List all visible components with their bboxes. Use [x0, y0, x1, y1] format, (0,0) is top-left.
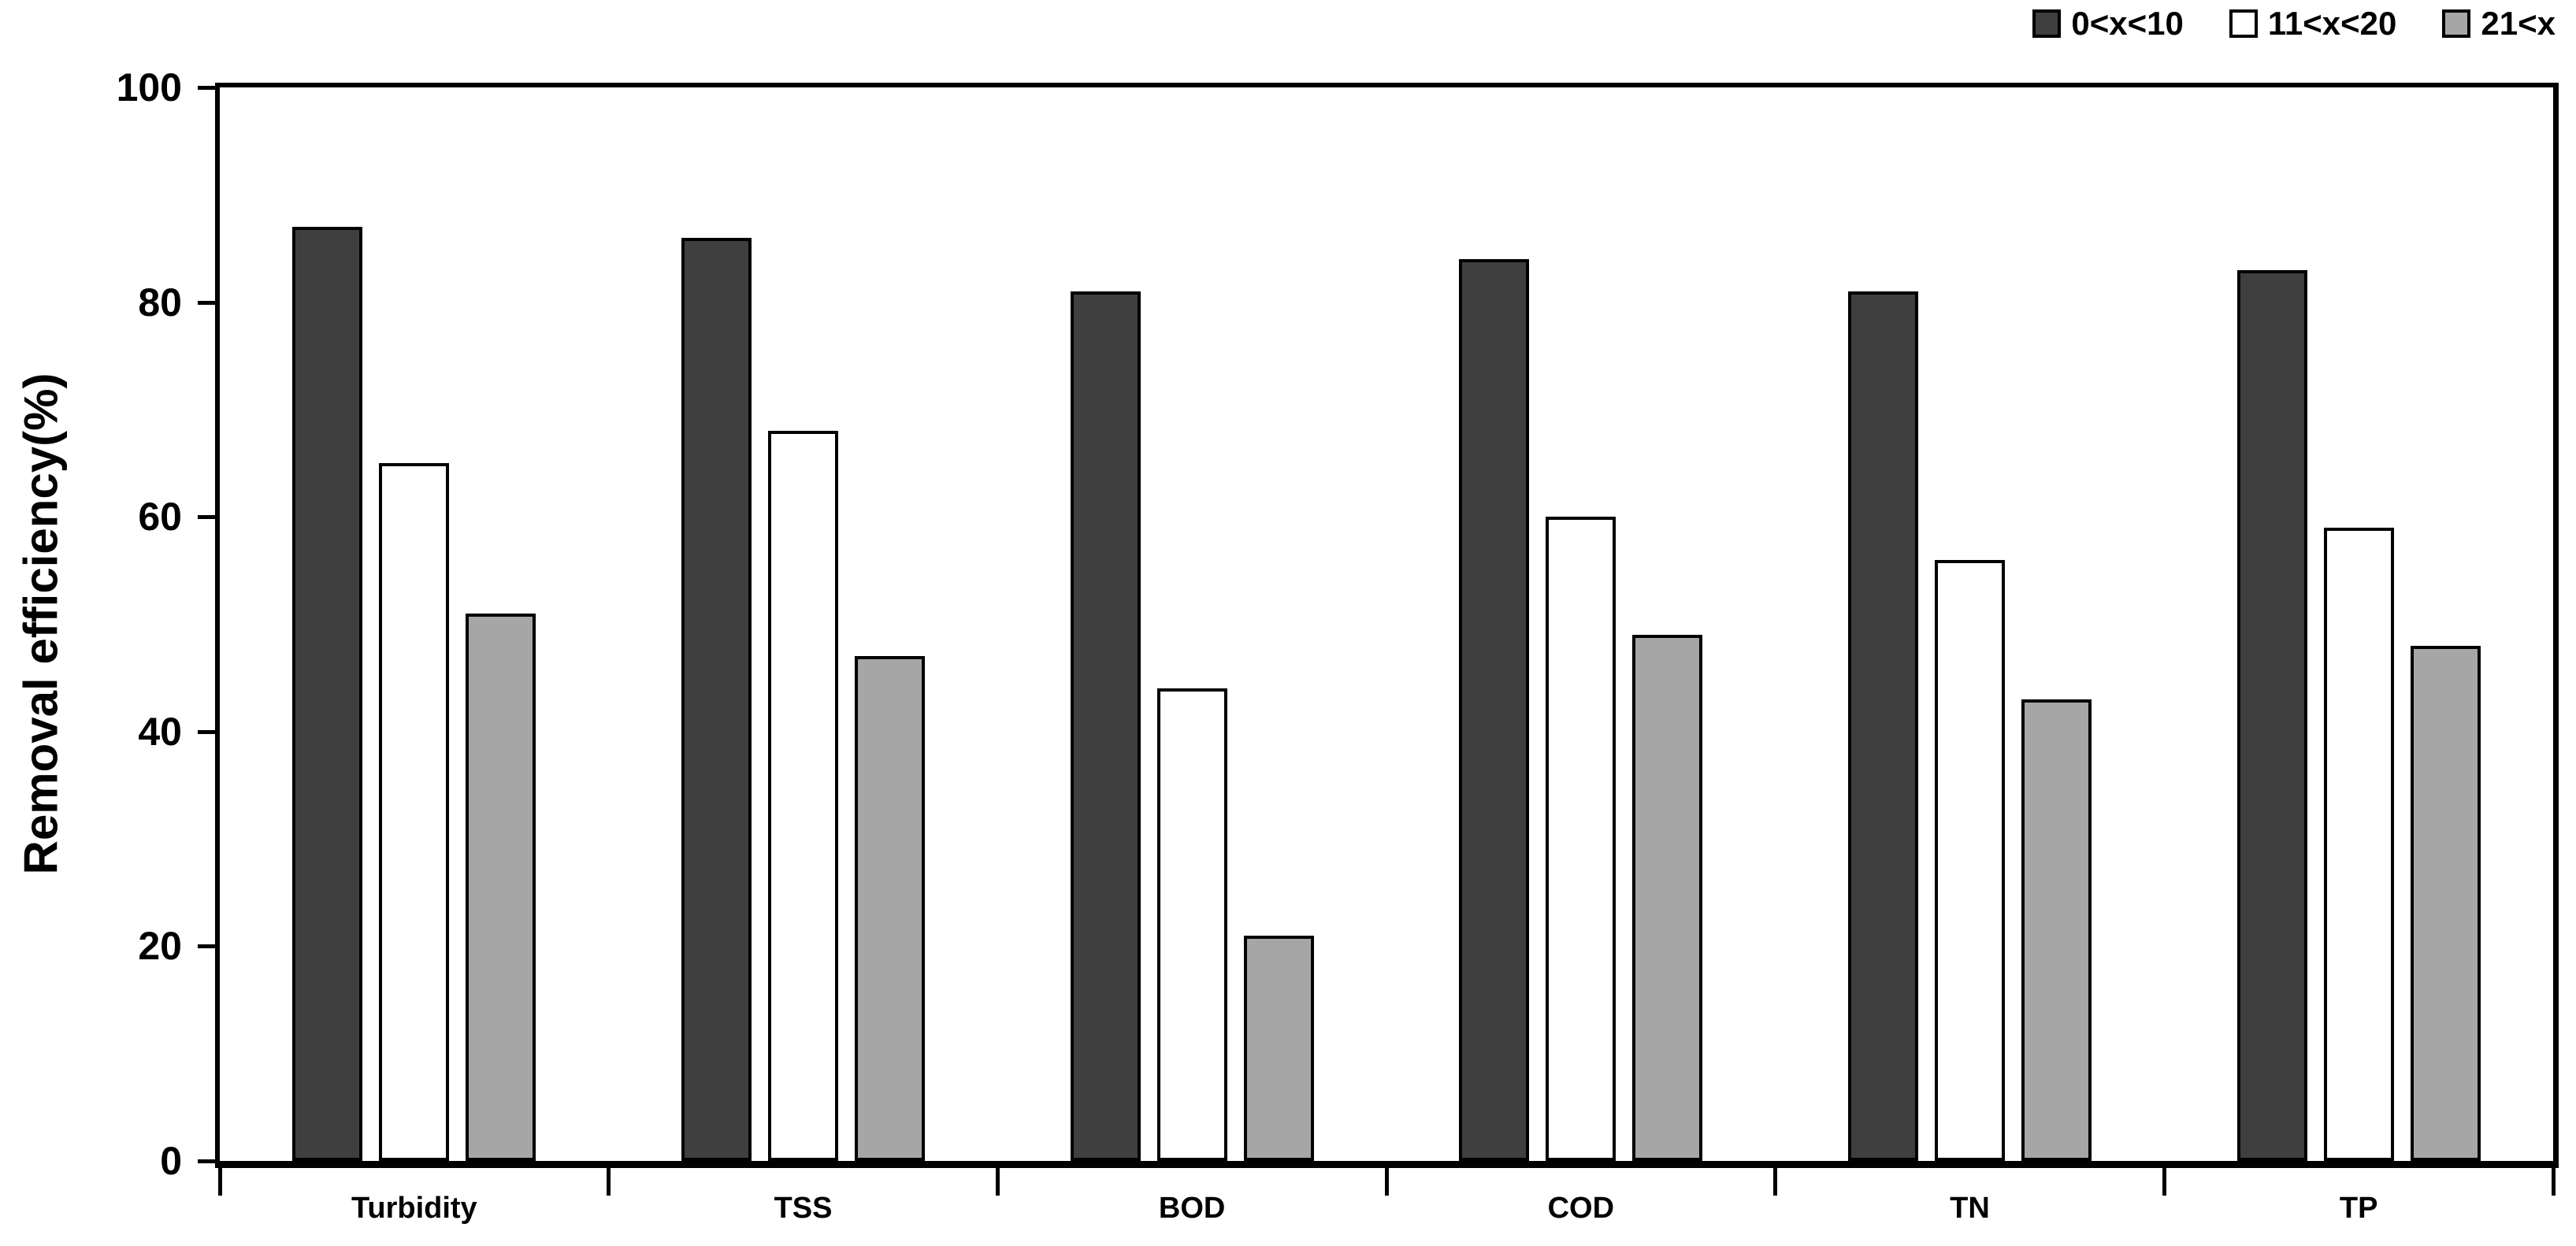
y-axis-title: Removal efficiency(%): [14, 373, 68, 875]
bar: [855, 656, 925, 1161]
bar: [2236, 269, 2307, 1161]
y-axis-tick: [198, 944, 220, 949]
legend-label: 21<x: [2481, 5, 2556, 42]
bar: [1848, 291, 1918, 1161]
x-category-label: Turbidity: [351, 1192, 477, 1225]
y-axis-tick-label: 20: [138, 924, 182, 969]
y-axis-tick: [198, 300, 220, 305]
x-axis-tick: [995, 1161, 1000, 1196]
legend-marker-icon: [2229, 9, 2258, 38]
bar: [1156, 688, 1227, 1161]
y-axis-tick: [198, 515, 220, 520]
bar: [768, 431, 838, 1161]
x-category-label: TN: [1950, 1192, 1990, 1225]
x-axis-tick: [2551, 1161, 2556, 1196]
bar: [2021, 699, 2092, 1161]
x-category-label: TP: [2339, 1192, 2378, 1225]
bar: [1935, 559, 2005, 1161]
legend-item: 21<x: [2442, 5, 2556, 43]
bar: [379, 463, 450, 1161]
legend: 0<x<10 11<x<20 21<x: [2032, 5, 2556, 43]
bar: [1546, 517, 1616, 1161]
bar: [2323, 527, 2394, 1161]
x-category-label: COD: [1547, 1192, 1615, 1225]
bar: [681, 237, 752, 1161]
bar: [1459, 259, 1530, 1161]
legend-label: 0<x<10: [2071, 5, 2184, 42]
bar: [1070, 291, 1141, 1161]
y-axis-tick-label: 0: [160, 1139, 182, 1183]
legend-item: 11<x<20: [2229, 5, 2397, 43]
y-axis-tick: [198, 1159, 220, 1163]
legend-item: 0<x<10: [2032, 5, 2184, 43]
x-axis-tick: [607, 1161, 611, 1196]
bar: [2410, 645, 2481, 1161]
bar: [1632, 635, 1703, 1161]
x-axis-tick: [1384, 1161, 1389, 1196]
legend-marker-icon: [2032, 9, 2062, 38]
y-axis-tick-label: 80: [138, 280, 182, 324]
bar: [1243, 935, 1314, 1161]
legend-marker-icon: [2442, 9, 2471, 38]
plot-area: 0 20 40 60 80 100 Turbidity TSS BOD COD TN TP: [117, 65, 2559, 1225]
y-axis-tick-label: 40: [138, 709, 182, 754]
x-axis-tick: [1773, 1161, 1778, 1196]
legend-label: 11<x<20: [2267, 5, 2397, 42]
bar: [466, 613, 536, 1161]
y-axis-tick: [198, 86, 220, 90]
y-axis-tick: [198, 729, 220, 734]
x-axis-tick: [2162, 1161, 2166, 1196]
bar: [292, 227, 363, 1161]
x-axis-tick: [217, 1161, 222, 1196]
y-axis-tick-label: 60: [138, 495, 182, 540]
x-category-label: BOD: [1158, 1192, 1226, 1225]
x-category-label: TSS: [774, 1192, 833, 1225]
y-axis-tick-label: 100: [116, 65, 182, 109]
